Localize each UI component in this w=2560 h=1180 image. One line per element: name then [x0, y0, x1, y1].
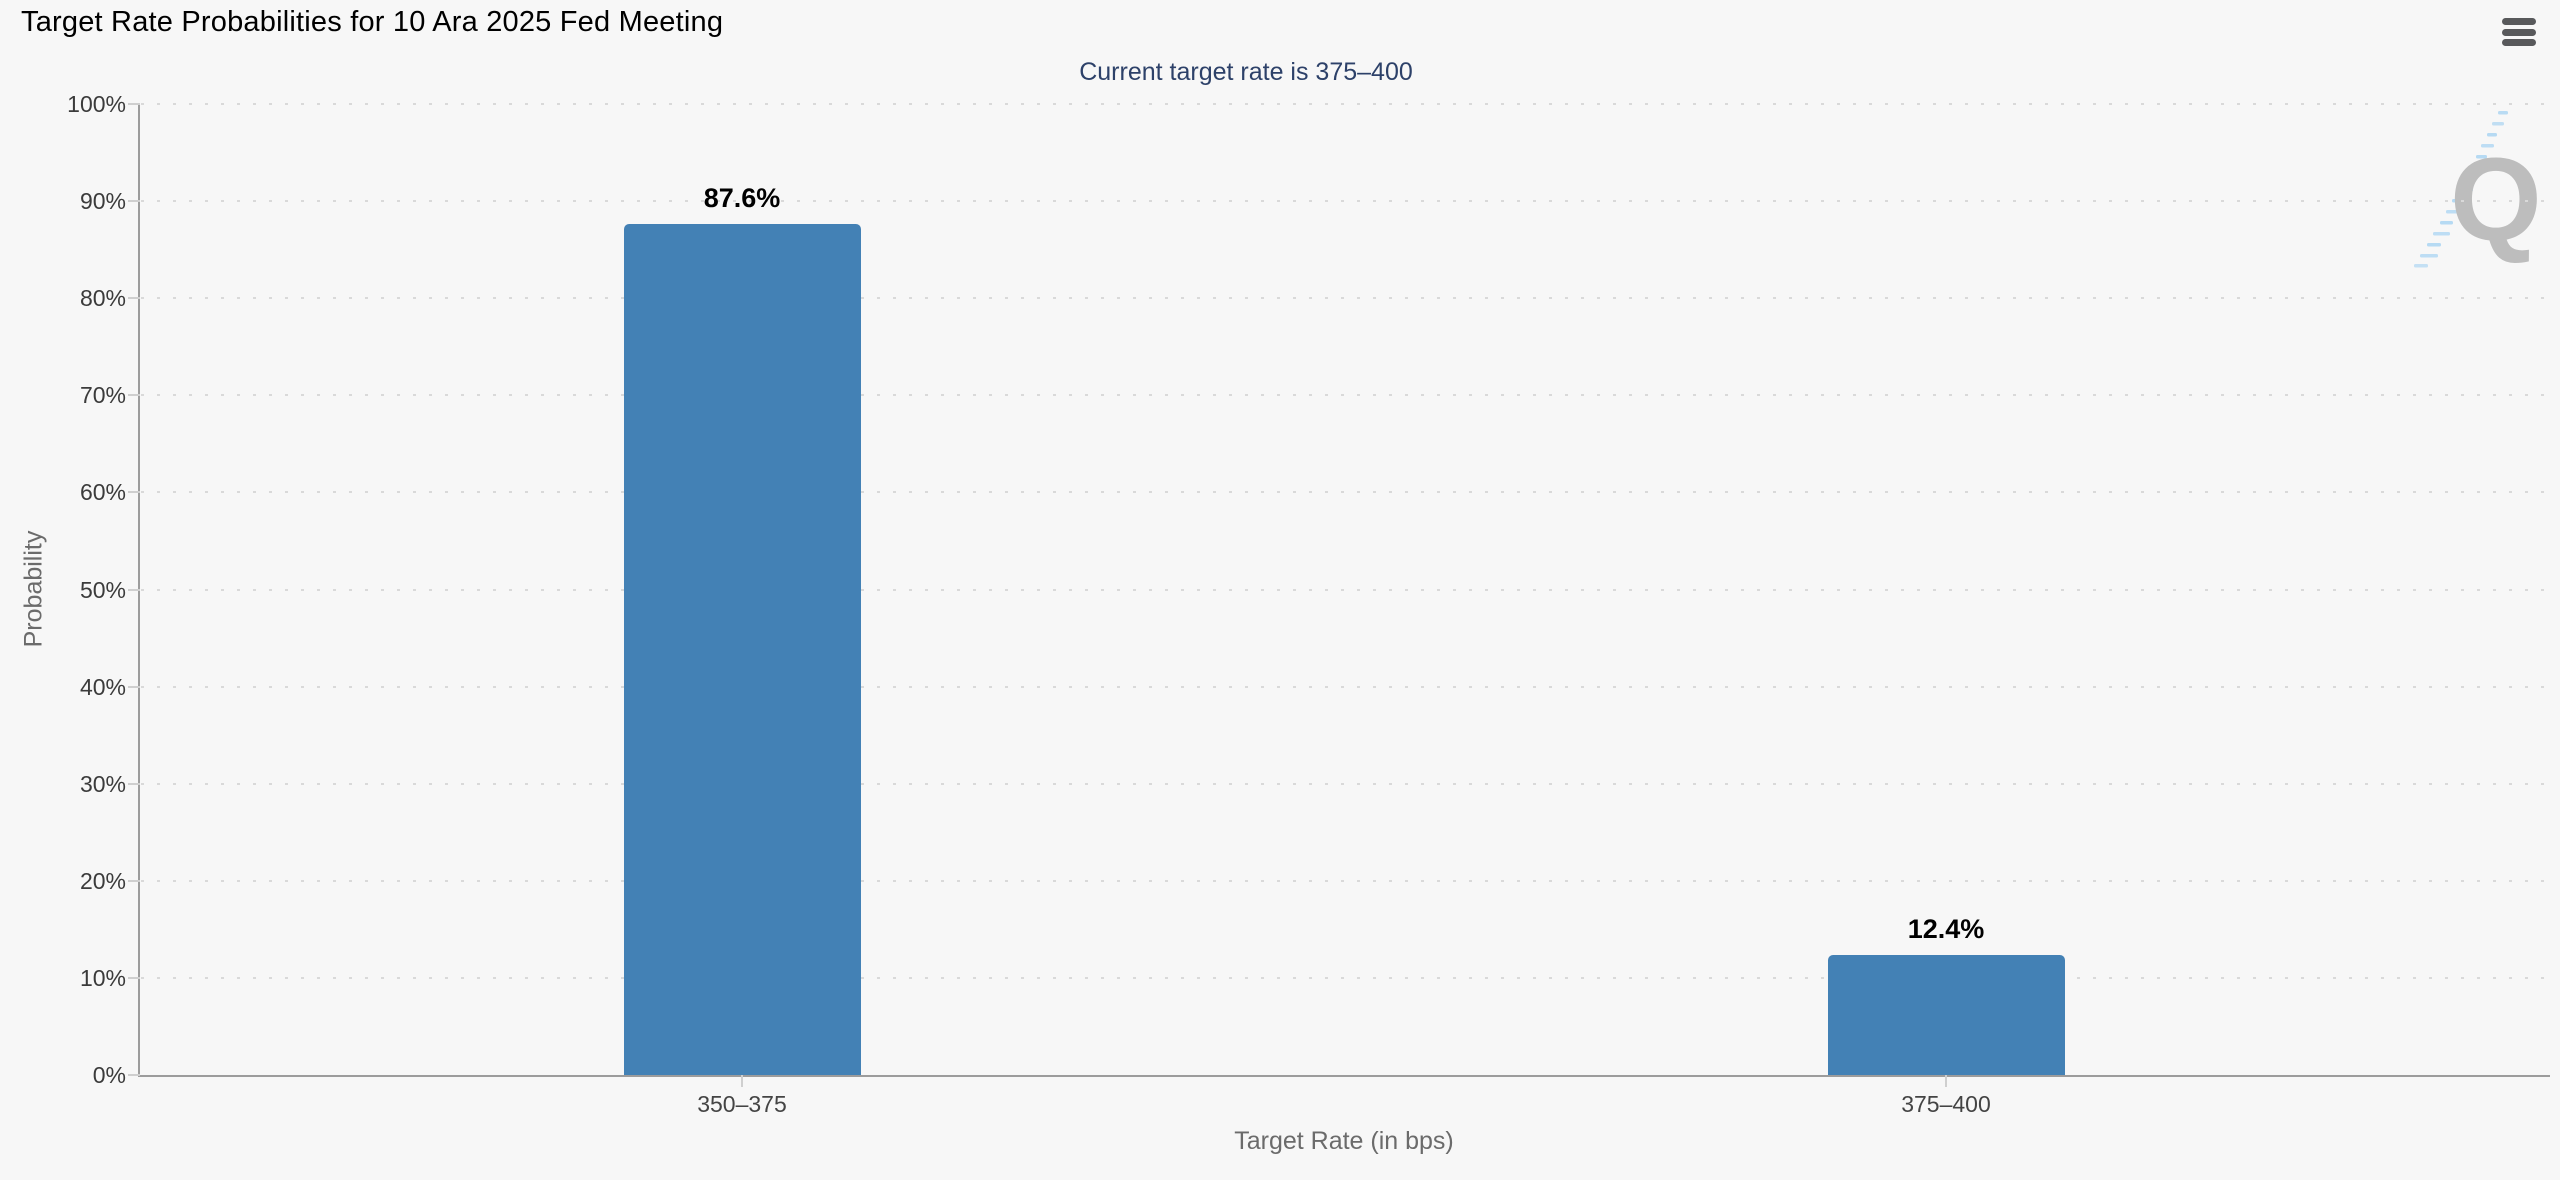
y-axis-label-30: 30%	[79, 770, 126, 797]
gridline-10	[141, 976, 2548, 979]
x-axis-category-label: 375–400	[1901, 1091, 1991, 1117]
y-axis-tick-90	[128, 200, 140, 203]
y-axis-label-10: 10%	[79, 964, 126, 991]
x-axis-tick	[1945, 1075, 1947, 1087]
x-axis-title: Target Rate (in bps)	[1234, 1127, 1454, 1155]
menu-bar	[2502, 18, 2536, 25]
quikstrike-q-logo: Q	[2414, 111, 2542, 268]
gridline-100	[141, 103, 2548, 105]
y-axis-label-60: 60%	[79, 479, 126, 506]
y-axis-tick-0	[128, 1074, 140, 1076]
y-axis-tick-70	[128, 394, 140, 397]
y-axis-tick-30	[128, 782, 140, 785]
y-axis-tick-100	[128, 103, 140, 105]
menu-bar	[2502, 39, 2536, 46]
gridline-70	[141, 394, 2548, 397]
y-axis-tick-40	[128, 685, 140, 688]
watermark-logo: Q	[2402, 98, 2558, 278]
y-axis-label-50: 50%	[79, 576, 126, 603]
gridline-60	[141, 491, 2548, 494]
y-axis-label-0: 0%	[92, 1062, 126, 1088]
y-axis-tick-50	[128, 588, 140, 591]
chart-title: Target Rate Probabilities for 10 Ara 202…	[21, 6, 724, 38]
y-axis-tick-20	[128, 879, 140, 882]
y-axis-label-80: 80%	[79, 285, 126, 312]
y-axis-label-90: 90%	[79, 188, 126, 215]
gridline-30	[141, 782, 2548, 785]
watermark-q-letter: Q	[2450, 134, 2542, 266]
y-axis-tick-10	[128, 976, 140, 979]
bar-375-400[interactable]	[1827, 954, 2065, 1075]
hamburger-menu-icon[interactable]	[2500, 14, 2544, 58]
x-axis-line	[138, 1075, 2550, 1077]
x-axis-category-label: 350–375	[697, 1091, 787, 1117]
y-axis-tick-60	[128, 491, 140, 494]
gridline-20	[141, 879, 2548, 882]
bar-value-label: 12.4%	[1907, 913, 1985, 944]
gridline-80	[141, 297, 2548, 300]
y-axis-line	[138, 104, 140, 1077]
y-axis-label-70: 70%	[79, 382, 126, 409]
bar-value-label: 87.6%	[703, 183, 781, 214]
y-axis-label-100: 100%	[67, 91, 126, 117]
y-axis-label-20: 20%	[79, 867, 126, 894]
gridline-40	[141, 685, 2548, 688]
gridline-50	[141, 588, 2548, 591]
bar-350-375[interactable]	[623, 224, 861, 1075]
menu-bar	[2502, 28, 2536, 36]
gridline-90	[141, 200, 2548, 203]
y-axis-label-40: 40%	[79, 673, 126, 700]
y-axis-tick-80	[128, 297, 140, 300]
x-axis-tick	[741, 1075, 743, 1087]
chart-subtitle: Current target rate is 375–400	[1079, 58, 1413, 86]
